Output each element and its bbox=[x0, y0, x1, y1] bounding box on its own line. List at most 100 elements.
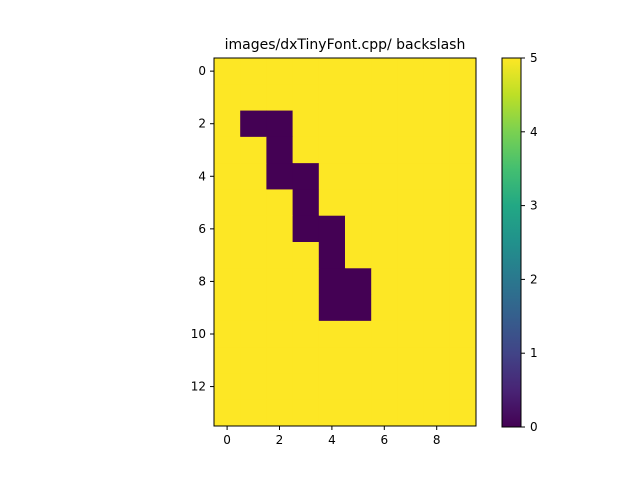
heatmap-cell bbox=[423, 84, 451, 111]
heatmap-cell bbox=[345, 189, 372, 217]
y-tick-label: 2 bbox=[198, 117, 206, 131]
heatmap-cell bbox=[214, 399, 241, 427]
heatmap-cell bbox=[214, 215, 241, 243]
heatmap-cell bbox=[318, 294, 346, 322]
heatmap-cell bbox=[345, 58, 372, 85]
heatmap-cell bbox=[214, 84, 241, 111]
plot-frame bbox=[213, 57, 477, 427]
heatmap-cell bbox=[240, 215, 267, 243]
heatmap-cell bbox=[345, 294, 372, 322]
x-tick-label: 2 bbox=[276, 433, 284, 447]
heatmap-cell bbox=[345, 136, 372, 164]
heatmap-cell bbox=[345, 268, 372, 295]
heatmap-cell bbox=[371, 84, 398, 111]
colorbar-tick-label: 0 bbox=[530, 420, 538, 434]
heatmap-cell bbox=[266, 268, 293, 295]
heatmap-cell bbox=[371, 399, 398, 427]
heatmap-cell bbox=[397, 110, 424, 138]
heatmap-cell bbox=[423, 163, 451, 190]
heatmap-cell bbox=[266, 189, 293, 217]
heatmap-cell bbox=[449, 347, 477, 374]
heatmap-cell bbox=[214, 136, 241, 164]
colorbar-tick-label: 4 bbox=[530, 125, 538, 139]
heatmap-cell bbox=[266, 110, 293, 138]
heatmap-cell bbox=[449, 189, 477, 217]
heatmap-cell bbox=[240, 189, 267, 217]
heatmap-cell bbox=[318, 373, 346, 401]
heatmap-cell bbox=[240, 84, 267, 111]
heatmap-cell bbox=[423, 294, 451, 322]
heatmap-cell bbox=[318, 268, 346, 295]
heatmap-cell bbox=[423, 136, 451, 164]
heatmap-cell bbox=[449, 215, 477, 243]
heatmap-cell bbox=[240, 110, 267, 138]
heatmap-cell bbox=[292, 373, 320, 401]
x-tick-label: 4 bbox=[328, 433, 336, 447]
heatmap-cell bbox=[266, 215, 293, 243]
heatmap-cell bbox=[318, 399, 346, 427]
heatmap-cell bbox=[397, 268, 424, 295]
heatmap-cell bbox=[214, 373, 241, 401]
heatmap-cell bbox=[397, 215, 424, 243]
heatmap-cell bbox=[397, 294, 424, 322]
heatmap-cell bbox=[266, 136, 293, 164]
heatmap-cell bbox=[423, 110, 451, 138]
heatmap-cell bbox=[371, 373, 398, 401]
heatmap-cell bbox=[449, 58, 477, 85]
heatmap-cell bbox=[318, 136, 346, 164]
heatmap-cell bbox=[214, 347, 241, 374]
heatmap-cell bbox=[214, 268, 241, 295]
heatmap-cell bbox=[449, 136, 477, 164]
heatmap-cell bbox=[371, 136, 398, 164]
heatmap-cell bbox=[449, 320, 477, 348]
heatmap-cell bbox=[397, 58, 424, 85]
heatmap-cell bbox=[423, 268, 451, 295]
heatmap-cell bbox=[292, 163, 320, 190]
chart-title: images/dxTinyFont.cpp/ backslash bbox=[225, 37, 466, 53]
heatmap-cell bbox=[371, 347, 398, 374]
heatmap-cell bbox=[423, 215, 451, 243]
heatmap-cell bbox=[292, 136, 320, 164]
heatmap-cell bbox=[345, 320, 372, 348]
heatmap-cell bbox=[266, 163, 293, 190]
heatmap-cell bbox=[345, 215, 372, 243]
heatmap-cell bbox=[423, 189, 451, 217]
heatmap-cell bbox=[214, 58, 241, 85]
heatmap-cell bbox=[214, 110, 241, 138]
heatmap-cell bbox=[240, 399, 267, 427]
colorbar-tick-label: 3 bbox=[530, 199, 538, 213]
heatmap-cell bbox=[449, 163, 477, 190]
heatmap-cell bbox=[397, 347, 424, 374]
heatmap-cell bbox=[240, 136, 267, 164]
heatmap-cell bbox=[318, 347, 346, 374]
heatmap-cell bbox=[292, 268, 320, 295]
heatmap-cell bbox=[423, 320, 451, 348]
heatmap-cell bbox=[266, 58, 293, 85]
heatmap-cell bbox=[345, 399, 372, 427]
heatmap-cell bbox=[423, 58, 451, 85]
colorbar bbox=[501, 57, 522, 428]
y-tick-label: 4 bbox=[198, 169, 206, 183]
heatmap-cell bbox=[240, 58, 267, 85]
heatmap-cell bbox=[214, 242, 241, 269]
heatmap-cell bbox=[240, 347, 267, 374]
heatmap-cell bbox=[240, 320, 267, 348]
x-tick-label: 8 bbox=[433, 433, 441, 447]
x-tick-label: 0 bbox=[223, 433, 231, 447]
heatmap-cell bbox=[292, 189, 320, 217]
heatmap-cell bbox=[345, 163, 372, 190]
heatmap-cell bbox=[292, 110, 320, 138]
heatmap-cell bbox=[240, 268, 267, 295]
heatmap-cell bbox=[449, 242, 477, 269]
heatmap-cell bbox=[423, 399, 451, 427]
heatmap-cell bbox=[371, 268, 398, 295]
heatmap-cell bbox=[318, 58, 346, 85]
y-axis: 0 2 4 6 8 10 12 bbox=[191, 64, 214, 394]
heatmap-cell bbox=[214, 320, 241, 348]
heatmap-cell bbox=[397, 320, 424, 348]
heatmap-cell bbox=[266, 399, 293, 427]
heatmap-cell bbox=[292, 294, 320, 322]
heatmap-cell bbox=[266, 347, 293, 374]
heatmap-cell bbox=[371, 58, 398, 85]
colorbar-tick-label: 5 bbox=[530, 51, 538, 65]
